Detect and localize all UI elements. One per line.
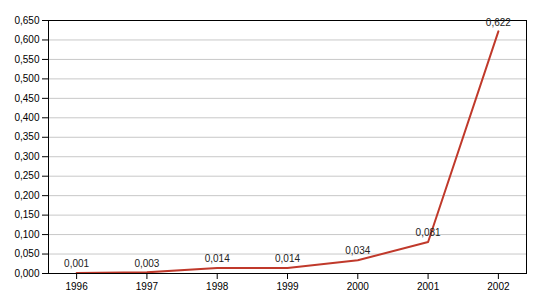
svg-text:0,014: 0,014 [205,253,230,264]
svg-text:0,600: 0,600 [14,34,39,45]
svg-text:0,650: 0,650 [14,15,39,26]
svg-text:0,500: 0,500 [14,73,39,84]
svg-text:0,250: 0,250 [14,170,39,181]
svg-text:0,450: 0,450 [14,93,39,104]
svg-text:0,034: 0,034 [345,245,370,256]
svg-text:0,400: 0,400 [14,112,39,123]
svg-text:1996: 1996 [65,281,88,292]
svg-text:2001: 2001 [417,281,440,292]
svg-text:0,050: 0,050 [14,248,39,259]
svg-text:0,100: 0,100 [14,229,39,240]
svg-text:0,000: 0,000 [14,268,39,279]
svg-text:0,200: 0,200 [14,190,39,201]
svg-text:0,622: 0,622 [486,17,511,28]
svg-text:2000: 2000 [347,281,370,292]
svg-text:0,300: 0,300 [14,151,39,162]
svg-text:0,003: 0,003 [134,258,159,269]
svg-text:0,001: 0,001 [64,258,89,269]
svg-text:0,550: 0,550 [14,54,39,65]
svg-text:0,014: 0,014 [275,253,300,264]
svg-text:1998: 1998 [206,281,229,292]
svg-text:0,081: 0,081 [416,227,441,238]
svg-text:0,150: 0,150 [14,209,39,220]
svg-text:2002: 2002 [487,281,510,292]
svg-text:1997: 1997 [136,281,159,292]
svg-text:1999: 1999 [276,281,299,292]
svg-text:0,350: 0,350 [14,131,39,142]
